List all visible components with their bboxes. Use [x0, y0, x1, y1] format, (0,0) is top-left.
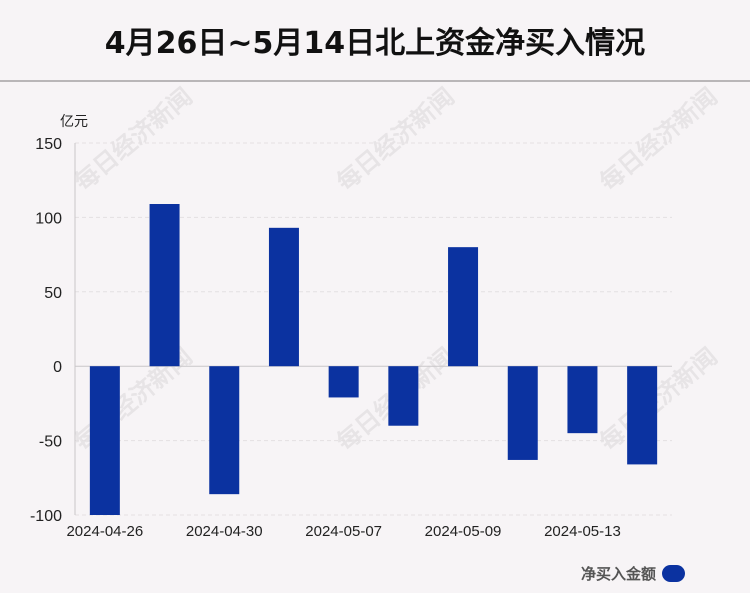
bar	[567, 366, 598, 434]
x-tick-label: 2024-04-26	[66, 523, 143, 540]
y-tick-label: 0	[53, 359, 62, 376]
bar	[149, 204, 180, 367]
x-tick-label: 2024-05-07	[305, 523, 382, 540]
bar	[209, 366, 240, 495]
y-tick-label: -50	[39, 434, 62, 451]
x-tick-label: 2024-05-09	[425, 523, 502, 540]
title-divider	[0, 80, 750, 82]
legend: 净买入金额	[581, 563, 685, 584]
y-tick-label: 150	[35, 136, 62, 153]
legend-swatch	[662, 565, 685, 582]
bar	[627, 366, 658, 465]
chart-title: 4月26日~5月14日北上资金净买入情况	[104, 26, 646, 61]
y-tick-label: 100	[35, 210, 62, 227]
x-tick-label: 2024-04-30	[186, 523, 263, 540]
bar	[388, 366, 419, 426]
bar	[507, 366, 538, 460]
y-tick-label: 50	[44, 285, 62, 302]
legend-label: 净买入金额	[580, 565, 656, 583]
bar	[89, 366, 120, 515]
bar	[268, 227, 299, 367]
bar	[328, 366, 359, 398]
y-axis-unit: 亿元	[60, 114, 88, 130]
bar	[448, 247, 479, 367]
y-tick-label: -100	[30, 508, 62, 525]
x-tick-label: 2024-05-13	[544, 523, 621, 540]
